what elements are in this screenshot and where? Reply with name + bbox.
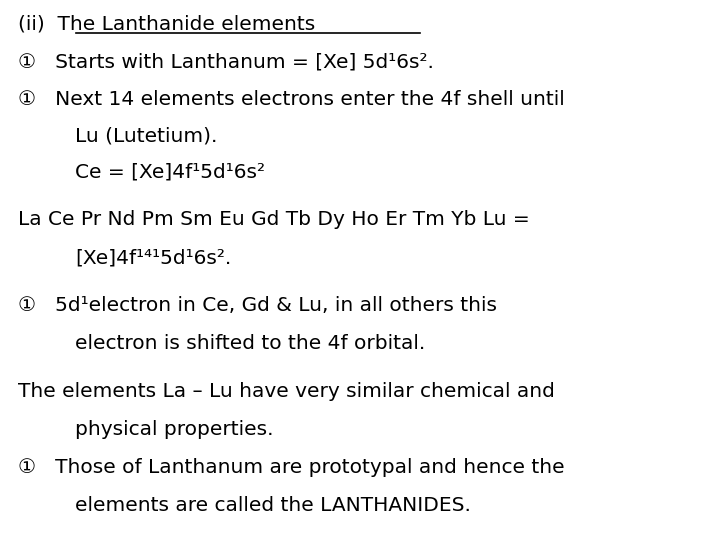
- Text: (ii)  The Lanthanide elements: (ii) The Lanthanide elements: [18, 14, 315, 33]
- Text: ①   5d¹electron in Ce, Gd & Lu, in all others this: ① 5d¹electron in Ce, Gd & Lu, in all oth…: [18, 296, 497, 315]
- Text: The elements La – Lu have very similar chemical and: The elements La – Lu have very similar c…: [18, 382, 555, 401]
- Text: Ce = [Xe]4f¹5d¹6s²: Ce = [Xe]4f¹5d¹6s²: [75, 162, 265, 181]
- Text: physical properties.: physical properties.: [75, 420, 274, 439]
- Text: [Xe]4f¹⁴¹5d¹6s².: [Xe]4f¹⁴¹5d¹6s².: [75, 248, 231, 267]
- Text: elements are called the LANTHANIDES.: elements are called the LANTHANIDES.: [75, 496, 471, 515]
- Text: ①   Starts with Lanthanum = [Xe] 5d¹6s².: ① Starts with Lanthanum = [Xe] 5d¹6s².: [18, 52, 434, 71]
- Text: ①   Those of Lanthanum are prototypal and hence the: ① Those of Lanthanum are prototypal and …: [18, 458, 564, 477]
- Text: Lu (Lutetium).: Lu (Lutetium).: [75, 126, 217, 145]
- Text: electron is shifted to the 4f orbital.: electron is shifted to the 4f orbital.: [75, 334, 426, 353]
- Text: La Ce Pr Nd Pm Sm Eu Gd Tb Dy Ho Er Tm Yb Lu =: La Ce Pr Nd Pm Sm Eu Gd Tb Dy Ho Er Tm Y…: [18, 210, 530, 229]
- Text: ①   Next 14 elements electrons enter the 4f shell until: ① Next 14 elements electrons enter the 4…: [18, 90, 564, 109]
